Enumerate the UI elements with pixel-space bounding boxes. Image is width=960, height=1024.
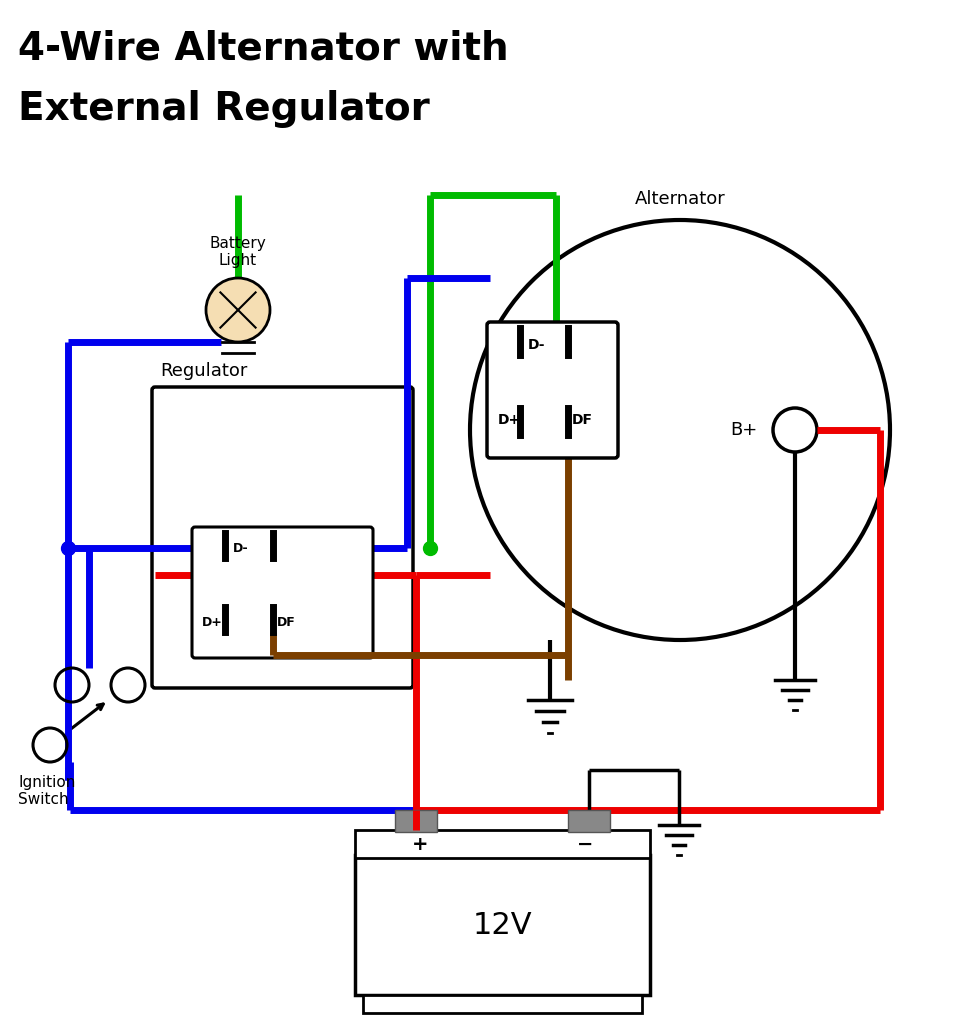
Text: D+: D+: [202, 615, 223, 629]
Text: D-: D-: [233, 542, 249, 555]
Text: 12V: 12V: [472, 910, 532, 939]
Text: Battery
Light: Battery Light: [209, 236, 266, 268]
Text: B+: B+: [730, 421, 757, 439]
Bar: [355, 830, 650, 858]
Text: External Regulator: External Regulator: [18, 90, 430, 128]
FancyBboxPatch shape: [192, 527, 373, 658]
Text: DF: DF: [572, 413, 593, 427]
Text: Ignition
Switch: Ignition Switch: [18, 775, 76, 807]
Text: Alternator: Alternator: [635, 190, 726, 208]
Bar: [363, 995, 642, 1013]
Bar: [395, 810, 437, 831]
Text: 4-Wire Alternator with: 4-Wire Alternator with: [18, 30, 509, 68]
Text: D-: D-: [528, 338, 545, 352]
FancyBboxPatch shape: [487, 322, 618, 458]
Circle shape: [206, 278, 270, 342]
Text: −: −: [577, 835, 593, 853]
FancyBboxPatch shape: [152, 387, 413, 688]
Bar: [568, 810, 610, 831]
Text: +: +: [412, 835, 428, 853]
Text: DF: DF: [277, 615, 296, 629]
Bar: [355, 855, 650, 995]
Text: Regulator: Regulator: [160, 362, 248, 380]
Text: D+: D+: [498, 413, 521, 427]
